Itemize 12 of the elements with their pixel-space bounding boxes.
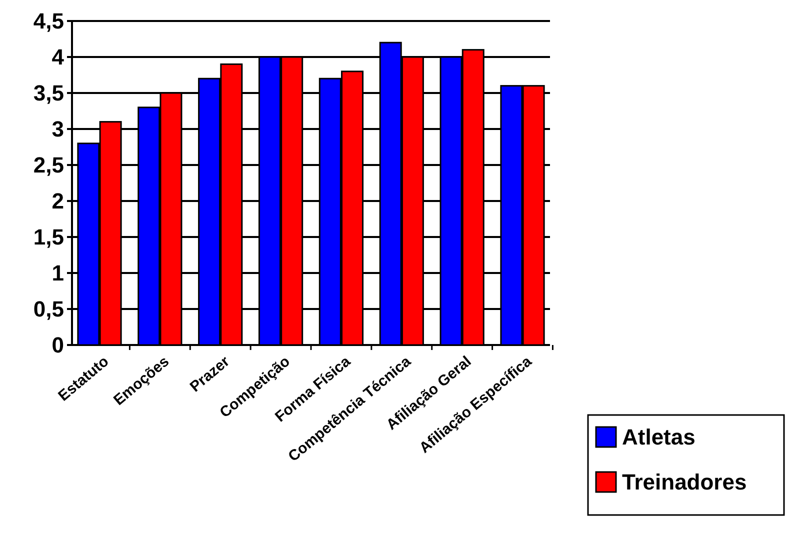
y-tick-label: 3,5	[33, 80, 64, 106]
legend-label: Atletas	[622, 424, 696, 450]
y-tick-label: 2	[52, 188, 64, 214]
y-tick-label: 3	[52, 116, 64, 142]
y-tick-label: 2,5	[33, 152, 64, 178]
y-tick-label: 4,5	[33, 8, 64, 34]
y-tick-label: 4	[52, 44, 65, 70]
y-tick-label: 1,5	[33, 224, 64, 250]
y-tick-label: 0,5	[33, 296, 64, 322]
y-tick-label: 1	[52, 260, 64, 286]
legend-label: Treinadores	[622, 470, 747, 495]
y-tick-label: 0	[52, 332, 64, 358]
